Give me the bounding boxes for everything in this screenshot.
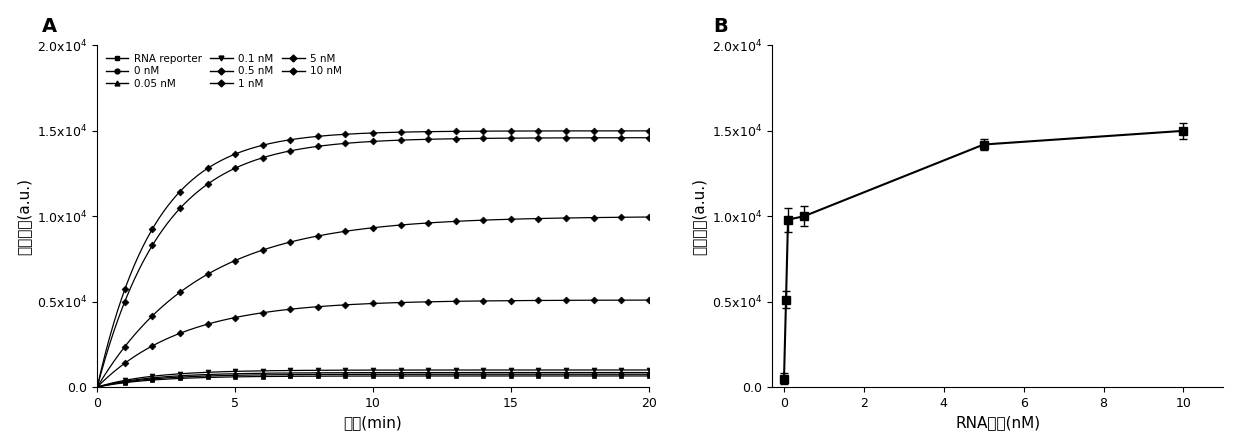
Y-axis label: 荧光强度(a.u.): 荧光强度(a.u.) [16, 178, 32, 255]
Text: A: A [42, 17, 57, 36]
Legend: RNA reporter, 0 nM, 0.05 nM, 0.1 nM, 0.5 nM, 1 nM, 5 nM, 10 nM: RNA reporter, 0 nM, 0.05 nM, 0.1 nM, 0.5… [103, 51, 345, 92]
X-axis label: 时间(min): 时间(min) [343, 415, 403, 430]
X-axis label: RNA浓度(nM): RNA浓度(nM) [955, 415, 1040, 430]
Y-axis label: 荧光强度(a.u.): 荧光强度(a.u.) [692, 178, 707, 255]
Text: B: B [713, 17, 728, 36]
